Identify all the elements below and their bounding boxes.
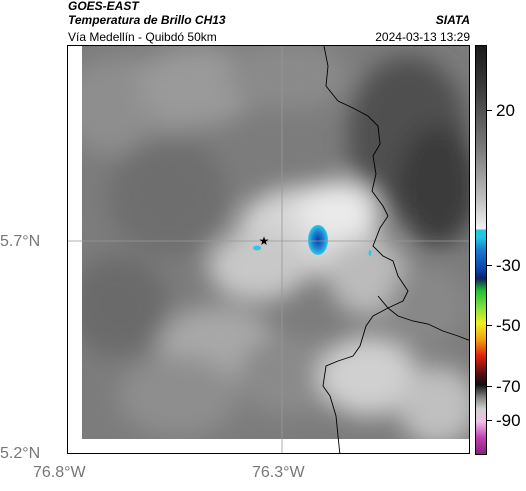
- colorbar-tick: [487, 325, 492, 326]
- cold-cloud-small: [253, 245, 261, 251]
- colorbar-tick: [487, 386, 492, 387]
- timestamp-label: 2024-03-13 13:29: [375, 30, 470, 44]
- cold-cloud-core: [308, 225, 328, 255]
- satellite-map[interactable]: ★: [67, 45, 470, 454]
- lon-label-1: 76.8°W: [33, 464, 86, 481]
- star-icon: ★: [259, 234, 270, 248]
- cloud-field: [68, 46, 469, 446]
- colorbar-label: 20: [496, 101, 515, 120]
- colorbar-label: -70: [496, 377, 521, 396]
- colorbar-label: -90: [496, 411, 521, 430]
- lat-label-1: 5.7°N: [0, 233, 41, 250]
- colorbar-tick: [487, 265, 492, 266]
- lon-label-2: 76.3°W: [252, 464, 305, 481]
- boundary-line-east: [377, 295, 469, 341]
- map-canvas: ★: [68, 46, 469, 453]
- colorbar-label: -30: [496, 256, 521, 275]
- colorbar-label: -50: [496, 316, 521, 335]
- organization-label: SIATA: [435, 13, 470, 27]
- product-title: Temperatura de Brillo CH13: [68, 13, 226, 27]
- location-subtitle: Vía Medellín - Quibdó 50km: [68, 30, 217, 44]
- colorbar-tick: [487, 110, 492, 111]
- boundary-line: [322, 46, 409, 453]
- colorbar-tick: [487, 420, 492, 421]
- satellite-title: GOES-EAST: [68, 0, 139, 13]
- colorbar: [475, 45, 487, 455]
- cold-cloud-speck: [368, 250, 372, 256]
- lat-label-2: 5.2°N: [0, 445, 41, 462]
